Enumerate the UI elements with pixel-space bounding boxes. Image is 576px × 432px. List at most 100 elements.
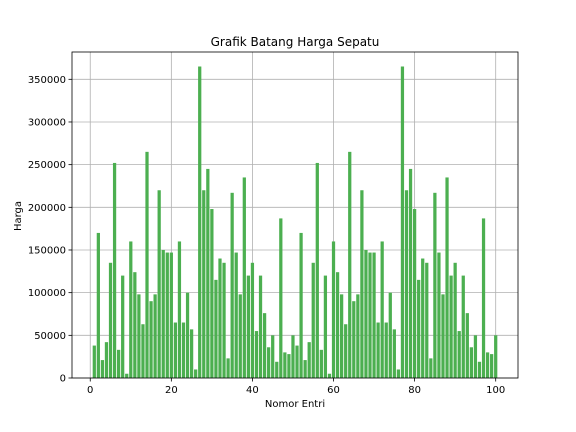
bar xyxy=(461,275,465,378)
bar xyxy=(100,360,105,378)
bar xyxy=(202,190,206,378)
bar xyxy=(117,349,121,378)
y-axis-label: Harga xyxy=(13,201,24,231)
bar xyxy=(230,192,234,378)
x-tick-label: 100 xyxy=(486,385,505,396)
bar xyxy=(477,361,482,378)
bar xyxy=(291,335,295,378)
bar xyxy=(129,241,133,378)
bar xyxy=(198,66,202,379)
bar xyxy=(425,262,429,378)
bar xyxy=(429,358,433,378)
bar xyxy=(194,369,198,378)
bar xyxy=(250,262,255,378)
bar xyxy=(315,162,319,378)
bar xyxy=(271,335,275,378)
x-tick-label: 20 xyxy=(165,385,178,396)
bar xyxy=(121,275,125,378)
bar xyxy=(108,262,113,378)
bar xyxy=(453,262,457,378)
y-tick-label: 300000 xyxy=(28,117,66,128)
bar xyxy=(481,218,486,378)
bar xyxy=(246,275,250,378)
bar xyxy=(372,252,376,378)
bar xyxy=(254,331,259,378)
bar xyxy=(238,294,242,378)
bar xyxy=(214,279,218,378)
bar xyxy=(177,241,182,378)
bar xyxy=(319,349,323,378)
bar xyxy=(267,347,271,378)
bar xyxy=(161,249,165,378)
bar xyxy=(222,262,226,378)
bar xyxy=(234,252,238,378)
x-tick-label: 0 xyxy=(87,385,93,396)
bar xyxy=(206,168,210,378)
bar xyxy=(494,335,498,378)
x-tick-label: 60 xyxy=(327,385,340,396)
bar xyxy=(226,358,230,378)
bar xyxy=(299,232,303,378)
bar xyxy=(449,275,453,378)
bar xyxy=(392,329,396,378)
bar xyxy=(104,342,109,378)
bar xyxy=(412,209,417,378)
bar xyxy=(437,252,441,378)
chart-title: Grafik Batang Harga Sepatu xyxy=(211,35,380,49)
bar xyxy=(469,347,473,378)
bar xyxy=(133,272,137,378)
bar xyxy=(311,262,315,378)
x-axis-label: Nomor Entri xyxy=(265,399,325,410)
bar xyxy=(258,275,263,378)
bar xyxy=(400,66,405,379)
y-tick-label: 200000 xyxy=(28,203,66,214)
bar xyxy=(404,190,409,378)
bar xyxy=(303,360,307,378)
bar xyxy=(384,322,388,378)
bar xyxy=(368,252,372,378)
bar xyxy=(340,294,344,378)
bar xyxy=(137,294,141,378)
bar xyxy=(145,151,149,378)
bar xyxy=(408,168,413,378)
bar xyxy=(348,151,352,378)
bar xyxy=(421,258,425,378)
bar xyxy=(388,292,392,378)
bar xyxy=(441,294,445,378)
bar xyxy=(169,252,173,378)
bar xyxy=(327,373,332,378)
bar xyxy=(396,369,401,378)
bar xyxy=(173,322,178,378)
bar xyxy=(112,162,117,378)
bar xyxy=(92,345,96,378)
x-tick-label: 40 xyxy=(246,385,259,396)
y-tick-label: 50000 xyxy=(34,331,66,342)
bar xyxy=(360,190,364,378)
bar xyxy=(262,313,267,378)
x-tick-label: 80 xyxy=(408,385,421,396)
bar xyxy=(96,232,100,378)
y-tick-label: 100000 xyxy=(28,288,66,299)
bar xyxy=(185,292,190,378)
bar xyxy=(153,294,157,378)
plot-area: 0 20 40 60 80 100 0 50000 100000 150000 200000 2500… xyxy=(28,51,519,396)
bar xyxy=(287,354,291,378)
bar xyxy=(473,335,478,378)
bar xyxy=(307,342,311,378)
bar xyxy=(125,373,129,378)
bar xyxy=(417,279,421,378)
bar xyxy=(485,352,490,378)
bar xyxy=(380,241,384,378)
bar xyxy=(149,301,153,378)
bar xyxy=(165,252,169,378)
bar xyxy=(433,192,437,378)
bar xyxy=(364,249,368,378)
bar xyxy=(445,177,449,378)
bar xyxy=(242,177,246,378)
bar xyxy=(279,218,283,378)
bar xyxy=(457,331,461,378)
bar xyxy=(157,190,161,378)
bar xyxy=(465,313,469,378)
bar xyxy=(352,301,356,378)
bar xyxy=(344,324,348,378)
